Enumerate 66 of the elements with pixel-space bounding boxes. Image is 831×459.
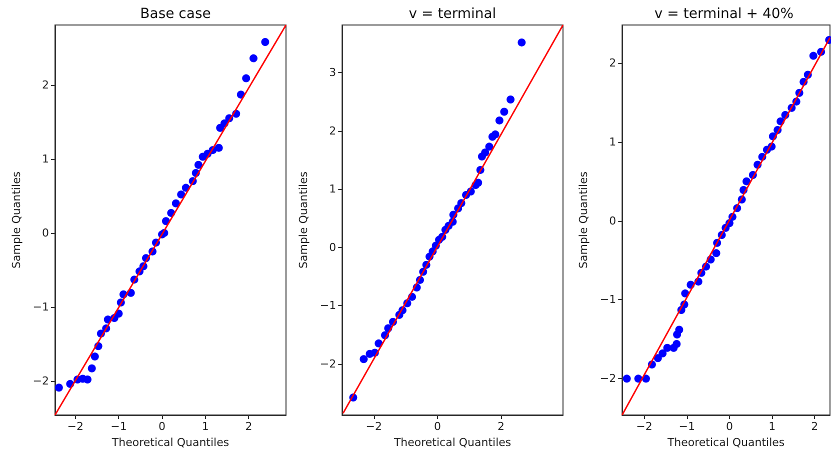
- x-tick-label: 1: [768, 420, 776, 433]
- x-tick-label: −2: [636, 420, 652, 433]
- point: [742, 177, 751, 186]
- y-tick-label: −1: [600, 293, 616, 306]
- y-tick-label: −1: [32, 300, 49, 314]
- point: [672, 340, 681, 348]
- point: [712, 249, 720, 258]
- y-tick-label: 3: [329, 66, 336, 80]
- y-tick-label: 1: [609, 135, 616, 148]
- point: [214, 144, 223, 152]
- point: [90, 352, 99, 361]
- point: [194, 160, 202, 169]
- y-tick-label: 0: [329, 240, 336, 254]
- point: [491, 130, 500, 138]
- point: [360, 355, 368, 364]
- y-tick-label: 1: [42, 152, 49, 166]
- chart-title: v = terminal: [408, 6, 496, 22]
- y-tick-label: −2: [320, 357, 336, 370]
- y-tick-label: −2: [32, 374, 49, 388]
- point: [84, 375, 92, 384]
- x-tick-label: 2: [245, 420, 252, 433]
- point: [809, 52, 818, 60]
- point: [172, 199, 180, 208]
- y-axis-title: Sample Quantiles: [10, 171, 23, 269]
- x-tick-label: −2: [67, 420, 84, 433]
- x-axis-title: Theoretical Quantiles: [392, 436, 512, 449]
- chart-title: Base case: [140, 6, 211, 22]
- x-tick-label: 0: [434, 420, 441, 433]
- x-tick-label: 0: [726, 420, 733, 433]
- x-tick-label: 1: [202, 420, 209, 433]
- point: [261, 38, 270, 46]
- y-tick-label: 2: [42, 78, 49, 92]
- point: [675, 326, 684, 334]
- point: [177, 190, 186, 198]
- point: [88, 364, 96, 372]
- y-tick-label: 2: [609, 56, 616, 70]
- y-axis-title: Sample Quantiles: [577, 171, 590, 269]
- y-tick-label: 0: [42, 226, 49, 240]
- point: [54, 384, 63, 392]
- y-tick-label: −1: [320, 299, 336, 312]
- x-tick-label: −2: [366, 420, 382, 433]
- point: [481, 148, 490, 156]
- point: [658, 349, 667, 358]
- point: [374, 339, 383, 348]
- point: [500, 108, 508, 116]
- x-tick-label: 2: [811, 420, 818, 433]
- point: [250, 54, 258, 62]
- y-tick-label: 1: [329, 182, 336, 196]
- point: [506, 96, 515, 104]
- point: [485, 142, 494, 151]
- point: [622, 374, 631, 383]
- y-tick-label: 0: [609, 214, 616, 228]
- point: [495, 116, 504, 124]
- y-axis-title: Sample Quantiles: [297, 171, 310, 269]
- point: [474, 178, 482, 187]
- x-axis-title: Theoretical Quantiles: [110, 436, 230, 449]
- chart-title: v = terminal + 40%: [654, 6, 794, 22]
- y-tick-label: −2: [600, 372, 616, 386]
- x-tick-label: 0: [158, 420, 166, 433]
- x-tick-label: 2: [498, 420, 505, 433]
- x-tick-label: −1: [678, 420, 695, 433]
- y-tick-label: 2: [329, 124, 336, 138]
- x-axis-title: Theoretical Quantiles: [666, 436, 785, 449]
- point: [242, 74, 250, 82]
- x-tick-label: −1: [110, 420, 127, 433]
- point: [518, 38, 526, 46]
